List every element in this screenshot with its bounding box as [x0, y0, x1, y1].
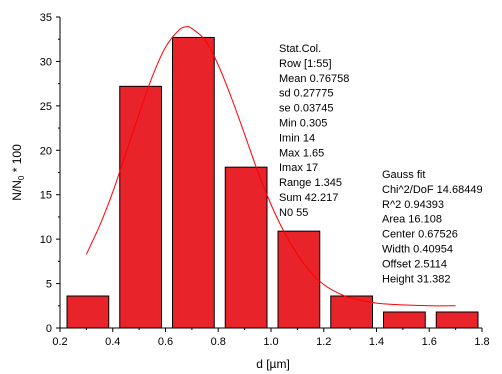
fit-box-line: Width 0.40954	[382, 244, 453, 256]
stat-box-line: Stat.Col.	[279, 43, 321, 55]
bar-4	[224, 166, 268, 329]
stat-box-line: Imin 14	[279, 132, 315, 144]
y-tick-labels: 0 5 10 15 20 25 30 35	[40, 12, 52, 335]
bars-group	[66, 36, 479, 329]
bar-7	[383, 311, 426, 329]
y-tick-label: 20	[40, 145, 52, 157]
gauss-fit-curve	[85, 26, 456, 307]
x-tick-label: 0.8	[211, 336, 226, 348]
fit-box-line: Chi^2/DoF 14.68449	[382, 184, 483, 196]
y-tick-label: 35	[40, 12, 52, 24]
x-axis-title: d [µm]	[256, 357, 290, 371]
stat-box-line: Min 0.305	[279, 118, 327, 130]
stat-col-annotation: Stat.Col. Row [1:55] Mean 0.76758 sd 0.2777…	[279, 43, 349, 219]
y-tick-label: 0	[46, 323, 52, 335]
stat-box-line: Max 1.65	[279, 147, 324, 159]
y-tick-label: 5	[46, 279, 52, 291]
bar-6	[330, 295, 373, 329]
stat-box-line: Mean 0.76758	[279, 73, 349, 85]
y-tick-label: 15	[40, 190, 52, 202]
stat-box-line: Range 1.345	[279, 177, 342, 189]
bar-1	[66, 295, 110, 329]
fit-box-line: Offset 2.5114	[382, 258, 447, 270]
fit-box-line: Area 16.108	[382, 214, 442, 226]
gauss-fit-annotation: Gauss fit Chi^2/DoF 14.68449 R^2 0.94393 Ar…	[382, 169, 483, 285]
fit-box-line: R^2 0.94393	[382, 199, 444, 211]
stat-box-line: N0 55	[279, 207, 308, 219]
x-tick-label: 0.2	[52, 336, 67, 348]
fit-box-line: Center 0.67526	[382, 229, 458, 241]
y-tick-label: 30	[40, 56, 52, 68]
fit-box-line: Gauss fit	[382, 169, 425, 181]
bar-5	[277, 230, 321, 329]
x-tick-label: 1.8	[474, 336, 489, 348]
stat-box-line: Sum 42.217	[279, 192, 338, 204]
stat-box-line: se 0.03745	[279, 103, 333, 115]
x-tick-label: 1.0	[263, 336, 278, 348]
y-axis-title-text: N/N0 * 100	[10, 144, 26, 201]
x-tick-label: 1.2	[316, 336, 331, 348]
y-axis-title: N/N0 * 100	[10, 144, 26, 201]
stat-box-line: Row [1:55]	[279, 58, 332, 70]
fit-box-line: Height 31.382	[382, 273, 451, 285]
y-tick-label: 10	[40, 234, 52, 246]
x-tick-label: 0.6	[158, 336, 173, 348]
bar-2	[119, 85, 162, 329]
stat-box-line: sd 0.27775	[279, 88, 333, 100]
x-tick-label: 0.4	[105, 336, 120, 348]
x-tick-label: 1.6	[422, 336, 437, 348]
y-tick-label: 25	[40, 101, 52, 113]
x-tick-labels: 0.2 0.4 0.6 0.8 1.0 1.2 1.4 1.6 1.8	[52, 336, 489, 348]
bar-8	[435, 311, 479, 329]
axes-group	[56, 16, 483, 332]
x-tick-label: 1.4	[369, 336, 384, 348]
stat-box-line: Imax 17	[279, 162, 318, 174]
bar-3	[172, 36, 215, 329]
